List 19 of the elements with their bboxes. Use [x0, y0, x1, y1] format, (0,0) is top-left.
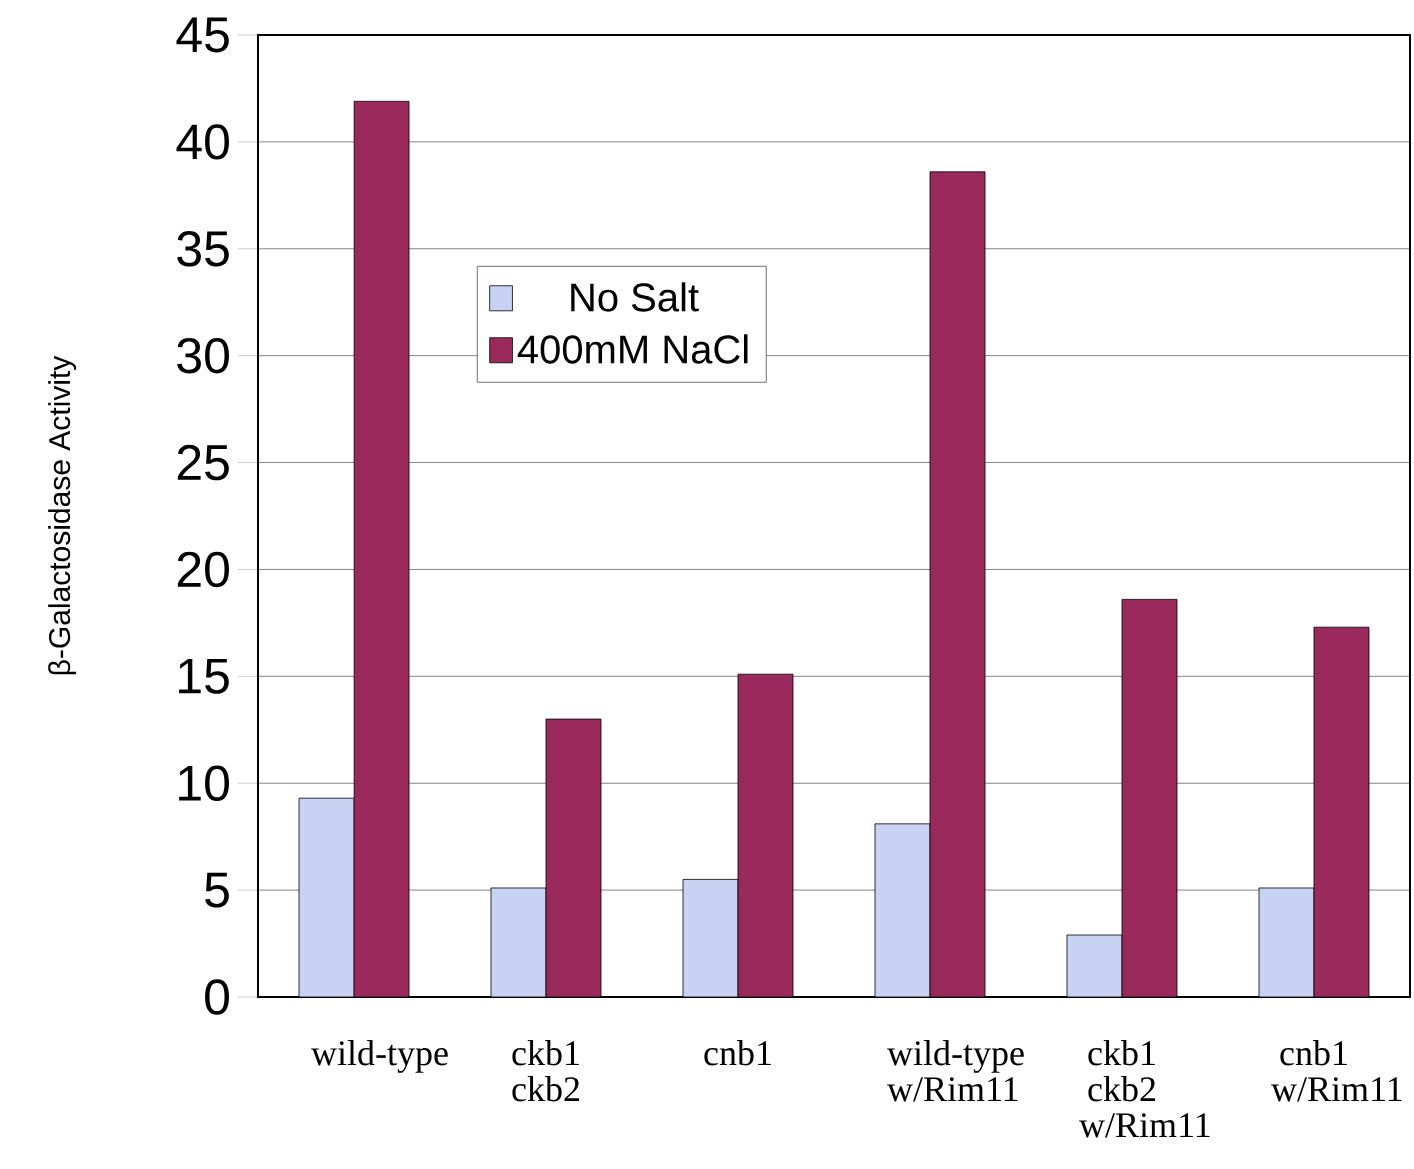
y-axis-title: β-Galactosidase Activity [48, 355, 77, 675]
x-tick-label: ckb1 ckb2 [512, 1040, 580, 1102]
x-tick-label: cnb1 [704, 1040, 771, 1066]
y-tick-label: 30 [177, 337, 229, 374]
legend-label: 400mM NaCl [517, 334, 748, 364]
y-tick-label: 5 [205, 872, 229, 908]
y-tick-label: 40 [176, 124, 229, 160]
y-tick-label: 0 [205, 979, 229, 1015]
y-tick-label: 35 [177, 231, 229, 267]
y-tick-label: 45 [176, 17, 229, 53]
y-tick-label: 25 [177, 444, 229, 481]
y-tick-label: 10 [179, 765, 229, 801]
legend-label: No Salt [571, 282, 699, 312]
x-tick-label: wild-type [311, 1040, 448, 1073]
x-tick-label: wild-type w/Rim11 [887, 1040, 1024, 1102]
x-tick-label: ckb1 ckb2 w/Rim11 [1079, 1040, 1210, 1138]
y-tick-label: 15 [179, 658, 229, 694]
x-tick-label: cnb1 w/Rim11 [1271, 1040, 1402, 1102]
y-tick-label: 20 [177, 551, 229, 588]
